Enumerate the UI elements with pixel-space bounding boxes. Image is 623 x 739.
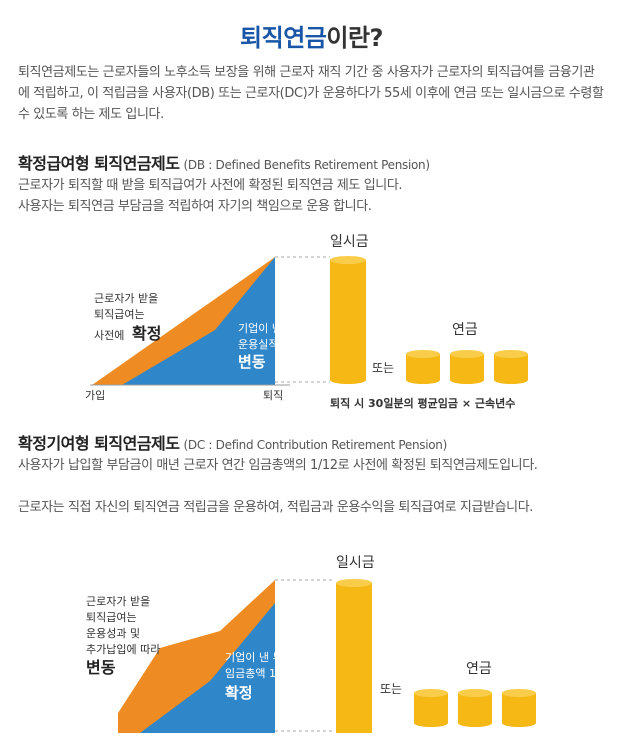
dc-annuity-label: 연금 — [466, 661, 492, 677]
page-title-highlight: 퇴직연금 — [240, 24, 327, 52]
db-axis-end: 퇴직 — [263, 389, 283, 402]
db-left-text-3b: 확정 — [132, 324, 161, 343]
page-title-rest: 이란? — [326, 24, 383, 52]
dc-lump-label: 일시금 — [336, 555, 375, 571]
dc-blue-text-3: 확정 — [225, 684, 253, 702]
db-heading-sub: (DB : Defined Benefits Retirement Pensio… — [183, 158, 431, 172]
dc-coin-3 — [502, 689, 536, 727]
dc-coin-2 — [458, 689, 492, 727]
dc-desc-2: 근로자는 직접 자신의 퇴직연금 적립금을 운용하여, 적립금과 운용수익을 퇴… — [18, 500, 534, 515]
dc-left-text-1: 근로자가 받을 — [86, 595, 150, 608]
db-lump-cylinder — [330, 256, 366, 384]
db-axis-start: 가입 — [85, 389, 105, 402]
db-left-text-1: 근로자가 받을 — [94, 292, 158, 305]
dc-blue-area — [140, 603, 275, 733]
dc-lump-cylinder — [336, 579, 372, 733]
db-blue-area — [122, 257, 275, 385]
db-desc-1: 근로자가 퇴직할 때 받을 퇴직급여가 사전에 확정된 퇴직연금 제도 입니다. — [18, 178, 403, 193]
dc-left-text-5: 변동 — [86, 658, 116, 677]
dc-heading-sub: (DC : Defind Contribution Retirement Pen… — [183, 438, 448, 452]
db-heading-title: 확정급여형 퇴직연금제도 — [18, 154, 180, 173]
db-left-text-3a: 사전에 — [94, 329, 124, 342]
dc-left-text-3: 운용성과 및 — [86, 627, 140, 640]
db-diagram: 근로자가 받을 퇴직급여는 사전에 확정 기업이 낸 부담금은 운용실적에 따라… — [85, 234, 528, 410]
dc-coin-1 — [414, 689, 448, 727]
db-or-label: 또는 — [372, 361, 394, 375]
db-blue-text-3: 변동 — [238, 353, 266, 371]
dc-left-text-4: 추가납입에 따라 — [86, 643, 160, 656]
db-annuity-label: 연금 — [452, 322, 478, 338]
intro-paragraph: 퇴직연금제도는 근로자들의 노후소득 보장을 위해 근로자 재직 기간 중 사용… — [18, 65, 604, 122]
dc-heading: 확정기여형 퇴직연금제도 (DC : Defind Contribution Re… — [18, 430, 447, 454]
db-coin-3 — [494, 350, 528, 384]
dc-blue-text-1: 기업이 낸 부담금은 — [225, 651, 313, 664]
dc-left-text-2: 퇴직급여는 — [86, 611, 137, 624]
page-title: 퇴직연금이란? — [0, 18, 623, 53]
dc-diagram: 근로자가 받을 퇴직급여는 운용성과 및 추가납입에 따라 변동 기업이 낸 부… — [86, 555, 536, 733]
db-formula: 퇴직 시 30일분의 평균임금 × 근속년수 — [330, 396, 515, 410]
db-lump-label: 일시금 — [330, 234, 369, 250]
db-desc-2: 사용자는 퇴직연금 부담금을 적립하여 자기의 책임으로 운용 합니다. — [18, 199, 372, 214]
db-blue-text-1: 기업이 낸 부담금은 — [238, 322, 326, 335]
dc-heading-title: 확정기여형 퇴직연금제도 — [18, 434, 180, 453]
db-coin-1 — [406, 350, 440, 384]
db-heading: 확정급여형 퇴직연금제도 (DB : Defined Benefits Retir… — [18, 150, 430, 174]
dc-desc-1: 사용자가 납입할 부담금이 매년 근로자 연간 임금총액의 1/12로 사전에 … — [18, 458, 538, 473]
db-coin-2 — [450, 350, 484, 384]
db-blue-text-2: 운용실적에 따라 — [238, 338, 312, 351]
dc-or-label: 또는 — [380, 682, 402, 696]
db-left-text-2: 퇴직급여는 — [94, 308, 145, 321]
dc-blue-text-2: 임금총액 1/12 — [225, 667, 294, 680]
